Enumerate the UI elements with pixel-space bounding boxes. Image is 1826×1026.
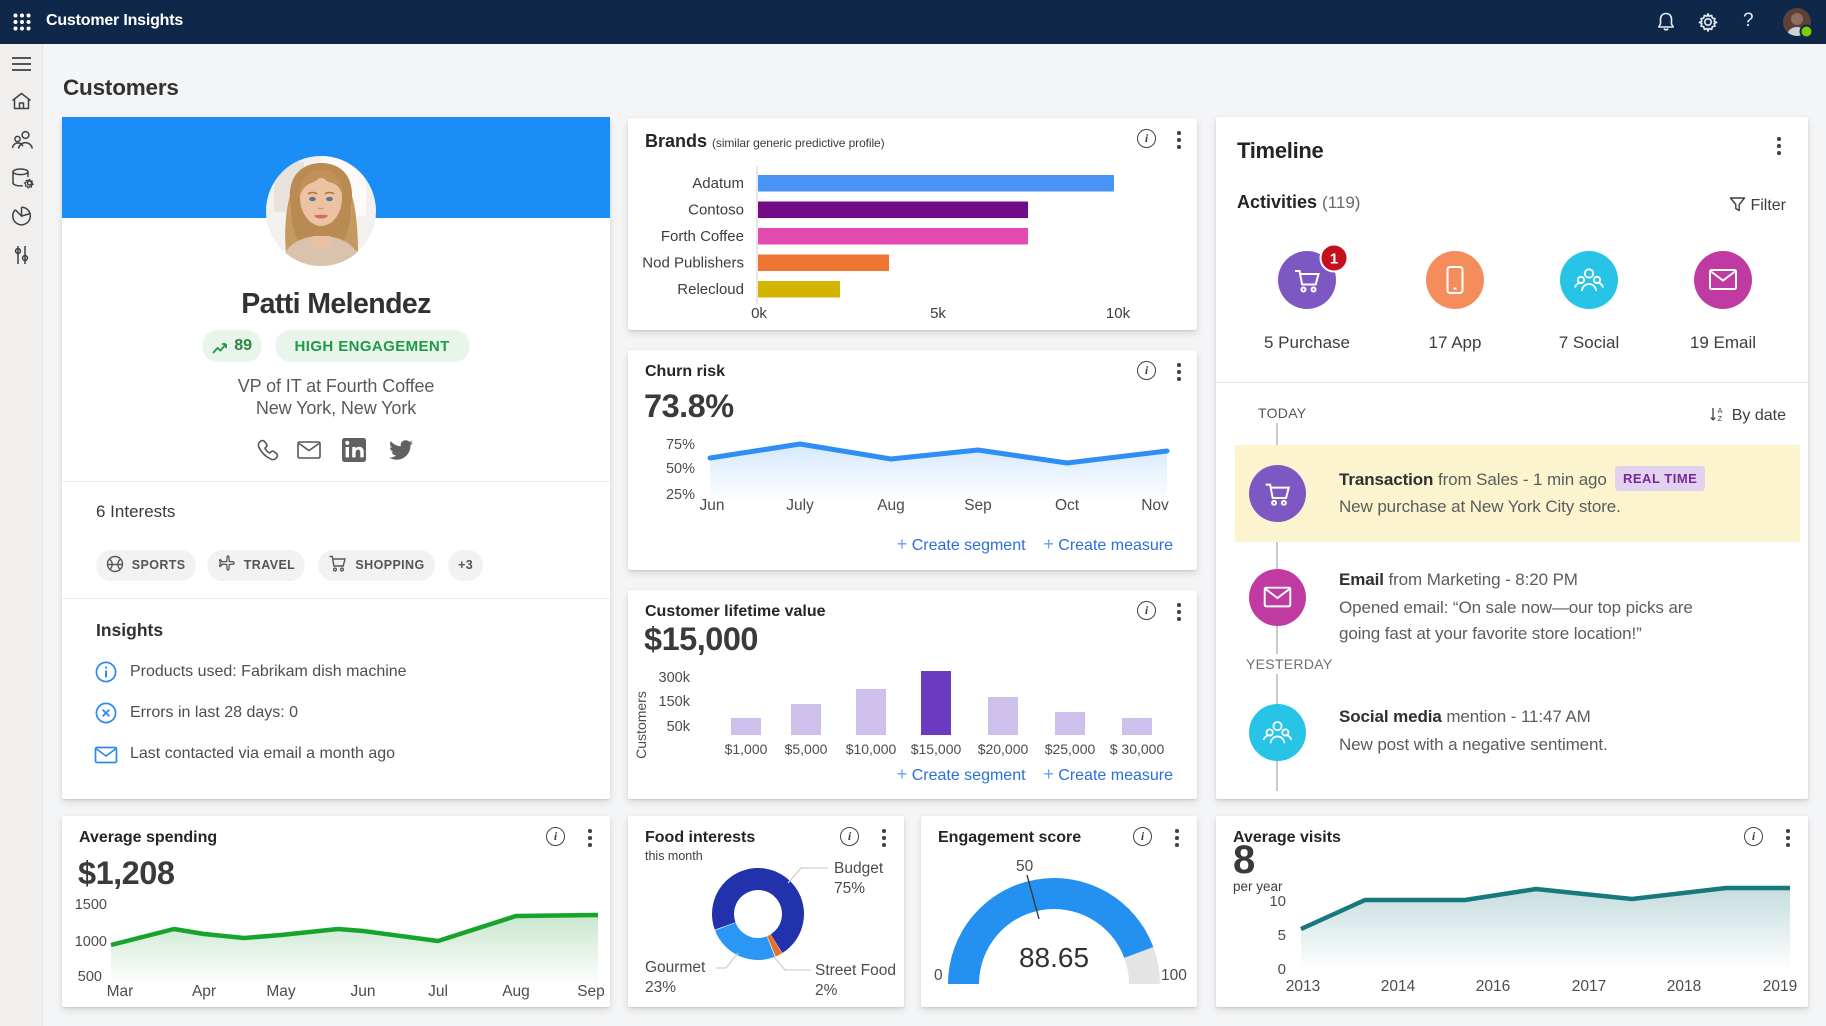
svg-text:Adatum: Adatum (692, 175, 744, 192)
svg-text:Jun: Jun (700, 497, 725, 514)
svg-text:Contoso: Contoso (688, 202, 744, 219)
svg-text:300k: 300k (659, 670, 691, 686)
svg-text:2017: 2017 (1572, 978, 1606, 995)
svg-text:Mar: Mar (107, 983, 134, 1000)
svg-text:Jun: Jun (351, 983, 376, 1000)
svg-text:Aug: Aug (502, 983, 530, 1000)
svg-text:Relecloud: Relecloud (677, 281, 744, 298)
svg-text:$5,000: $5,000 (785, 741, 828, 757)
svg-text:Forth Coffee: Forth Coffee (661, 228, 744, 245)
svg-text:50%: 50% (666, 461, 695, 477)
svg-text:0k: 0k (751, 305, 767, 322)
svg-text:Z: Z (1718, 414, 1723, 423)
svg-text:75%: 75% (666, 437, 695, 453)
svg-text:A: A (1718, 406, 1723, 415)
svg-text:5: 5 (1278, 927, 1286, 944)
svg-text:Street Food: Street Food (815, 962, 896, 979)
svg-text:10k: 10k (1106, 305, 1131, 322)
svg-text:$10,000: $10,000 (846, 741, 897, 757)
svg-text:Jul: Jul (428, 983, 448, 1000)
svg-text:May: May (266, 983, 296, 1000)
svg-text:2016: 2016 (1476, 978, 1510, 995)
svg-text:75%: 75% (834, 880, 865, 897)
svg-text:2019: 2019 (1763, 978, 1797, 995)
svg-text:Nov: Nov (1141, 497, 1169, 514)
svg-text:2013: 2013 (1286, 978, 1320, 995)
svg-text:Budget: Budget (834, 860, 884, 877)
svg-text:50: 50 (1016, 858, 1034, 875)
svg-text:Aug: Aug (877, 497, 905, 514)
svg-text:25%: 25% (666, 487, 695, 503)
svg-text:2%: 2% (815, 982, 838, 999)
svg-text:100: 100 (1161, 967, 1187, 984)
svg-text:1500: 1500 (75, 897, 107, 913)
svg-text:23%: 23% (645, 979, 676, 996)
svg-text:$25,000: $25,000 (1045, 741, 1096, 757)
svg-text:Gourmet: Gourmet (645, 959, 706, 976)
svg-text:50k: 50k (667, 719, 691, 735)
svg-text:88.65: 88.65 (1019, 942, 1089, 973)
svg-text:$20,000: $20,000 (978, 741, 1029, 757)
svg-text:Customers: Customers (633, 691, 649, 759)
svg-text:Oct: Oct (1055, 497, 1080, 514)
svg-text:1: 1 (1330, 251, 1338, 268)
svg-text:0: 0 (1278, 961, 1286, 978)
svg-text:$ 30,000: $ 30,000 (1110, 741, 1165, 757)
svg-text:5k: 5k (930, 305, 946, 322)
svg-text:Sep: Sep (577, 983, 605, 1000)
svg-text:2018: 2018 (1667, 978, 1701, 995)
svg-text:$1,000: $1,000 (725, 741, 768, 757)
svg-text:2014: 2014 (1381, 978, 1416, 995)
svg-text:Apr: Apr (192, 983, 216, 1000)
svg-text:150k: 150k (659, 694, 691, 710)
svg-text:500: 500 (78, 969, 102, 985)
svg-text:July: July (786, 497, 814, 514)
svg-text:Nod Publishers: Nod Publishers (642, 255, 744, 272)
svg-text:1000: 1000 (75, 934, 107, 950)
svg-text:Sep: Sep (964, 497, 992, 514)
svg-text:0: 0 (934, 967, 943, 984)
svg-text:10: 10 (1269, 893, 1286, 910)
svg-text:$15,000: $15,000 (911, 741, 962, 757)
